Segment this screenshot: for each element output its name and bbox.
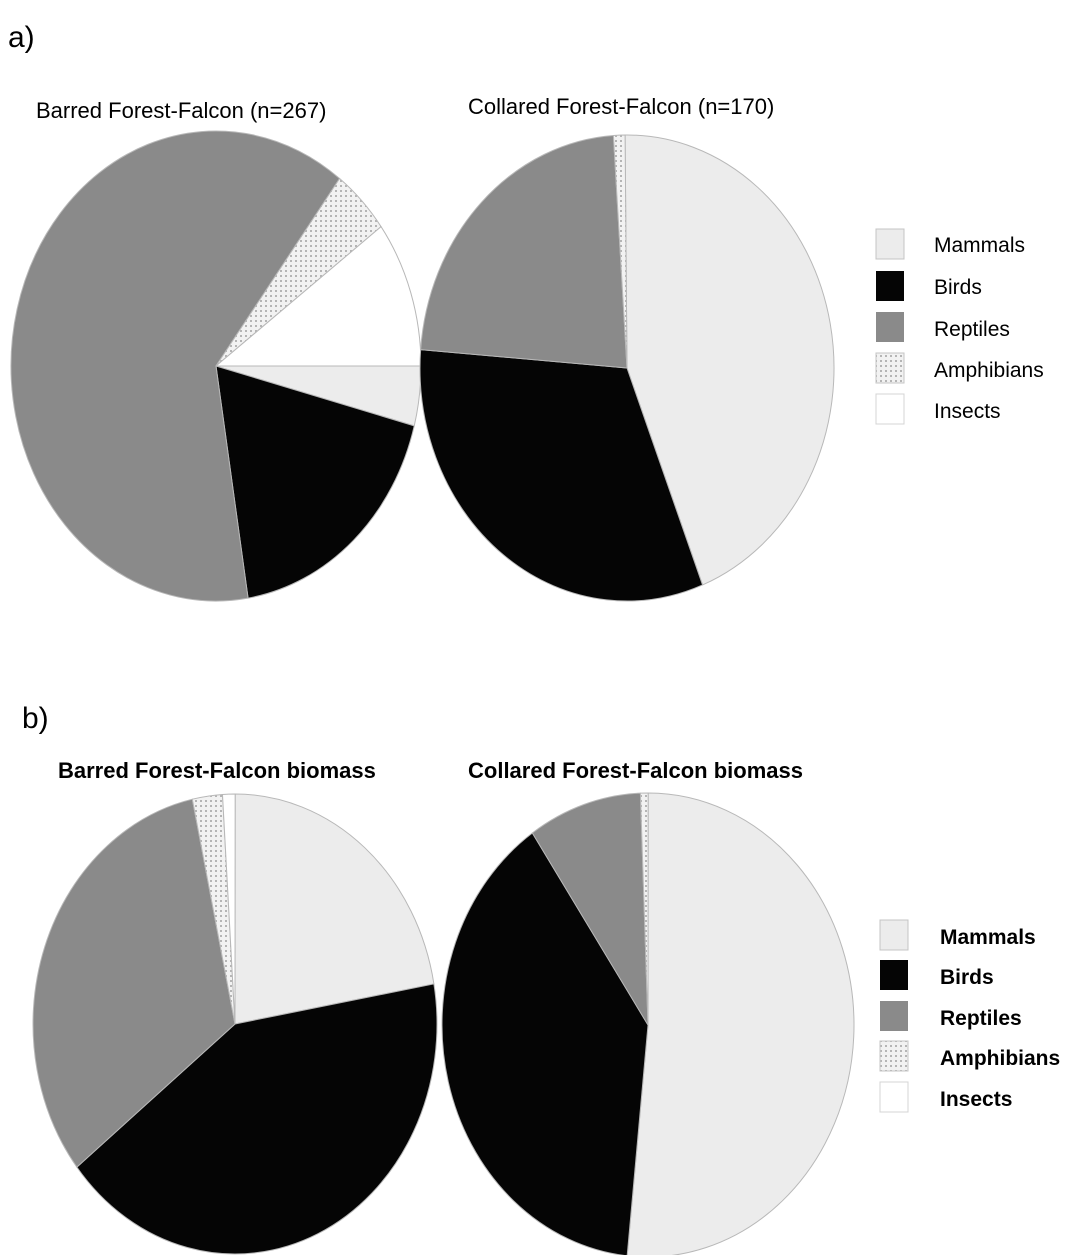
pie-2-slice-mammals [234,793,435,1025]
chart-title-collared-biomass: Collared Forest-Falcon biomass [468,758,803,783]
pie-3-slice-birds [441,832,649,1255]
legend-a: Mammals Birds Reptiles Amphibians Insect… [875,228,1044,425]
pie-0-slice-reptiles [10,130,341,602]
legend-a-swatch-birds [876,271,904,301]
pie-1-slice-birds [419,349,704,602]
legend-b-swatch-insects [879,1081,909,1113]
legend-b-label-reptiles: Reptiles [940,1007,1022,1030]
legend-b-item-reptiles: Reptiles [880,1001,1022,1031]
legend-a-item-birds: Birds [876,271,982,301]
panel-label-b: b) [22,702,49,735]
legend-a-item-mammals: Mammals [875,228,1025,260]
legend-a-swatch-amphibians [875,352,905,384]
legend-a-swatch-mammals [875,228,905,260]
legend-b-swatch-birds [880,960,908,990]
pie-barred-biomass [32,793,438,1255]
legend-a-item-insects: Insects [875,393,1001,425]
pie-3-slice-reptiles [531,792,649,1026]
legend-b-item-amphibians: Amphibians [879,1040,1060,1072]
legend-a-label-mammals: Mammals [934,234,1025,257]
pie-1-slice-mammals [624,134,835,586]
pie-2-slice-birds [76,983,438,1255]
chart-title-barred-count: Barred Forest-Falcon (n=267) [36,98,326,123]
legend-b-item-mammals: Mammals [879,919,1036,951]
legend-b-label-birds: Birds [940,966,994,989]
legend-b: Mammals Birds Reptiles Amphibians Insect… [879,919,1060,1113]
legend-a-label-insects: Insects [934,400,1001,423]
pie-barred-count [10,130,422,602]
legend-a-item-amphibians: Amphibians [875,352,1044,384]
legend-a-label-amphibians: Amphibians [934,359,1044,382]
chart-title-collared-count: Collared Forest-Falcon (n=170) [468,94,774,119]
legend-a-item-reptiles: Reptiles [876,312,1010,342]
legend-b-item-insects: Insects [879,1081,1012,1113]
pie-1-slice-amphibians [612,134,628,369]
pie-2-slice-reptiles [32,798,236,1168]
legend-a-label-reptiles: Reptiles [934,318,1010,341]
legend-b-label-amphibians: Amphibians [940,1047,1060,1070]
legend-b-swatch-amphibians [879,1040,909,1072]
pie-0-slice-birds [215,365,415,599]
pie-collared-count [419,134,835,602]
panel-label-a: a) [8,21,35,54]
chart-title-barred-biomass: Barred Forest-Falcon biomass [58,758,376,783]
legend-b-label-insects: Insects [940,1088,1012,1111]
legend-b-item-birds: Birds [880,960,994,990]
pie-collared-biomass [441,792,855,1255]
legend-a-label-birds: Birds [934,276,982,299]
legend-b-swatch-mammals [879,919,909,951]
legend-a-swatch-reptiles [876,312,904,342]
legend-a-swatch-insects [875,393,905,425]
pie-3-slice-amphibians [639,792,649,1026]
pie-2-slice-insects [221,793,236,1025]
pie-3-slice-mammals [626,792,855,1255]
pie-1-slice-reptiles [420,135,628,369]
legend-b-swatch-reptiles [880,1001,908,1031]
legend-b-label-mammals: Mammals [940,926,1036,949]
